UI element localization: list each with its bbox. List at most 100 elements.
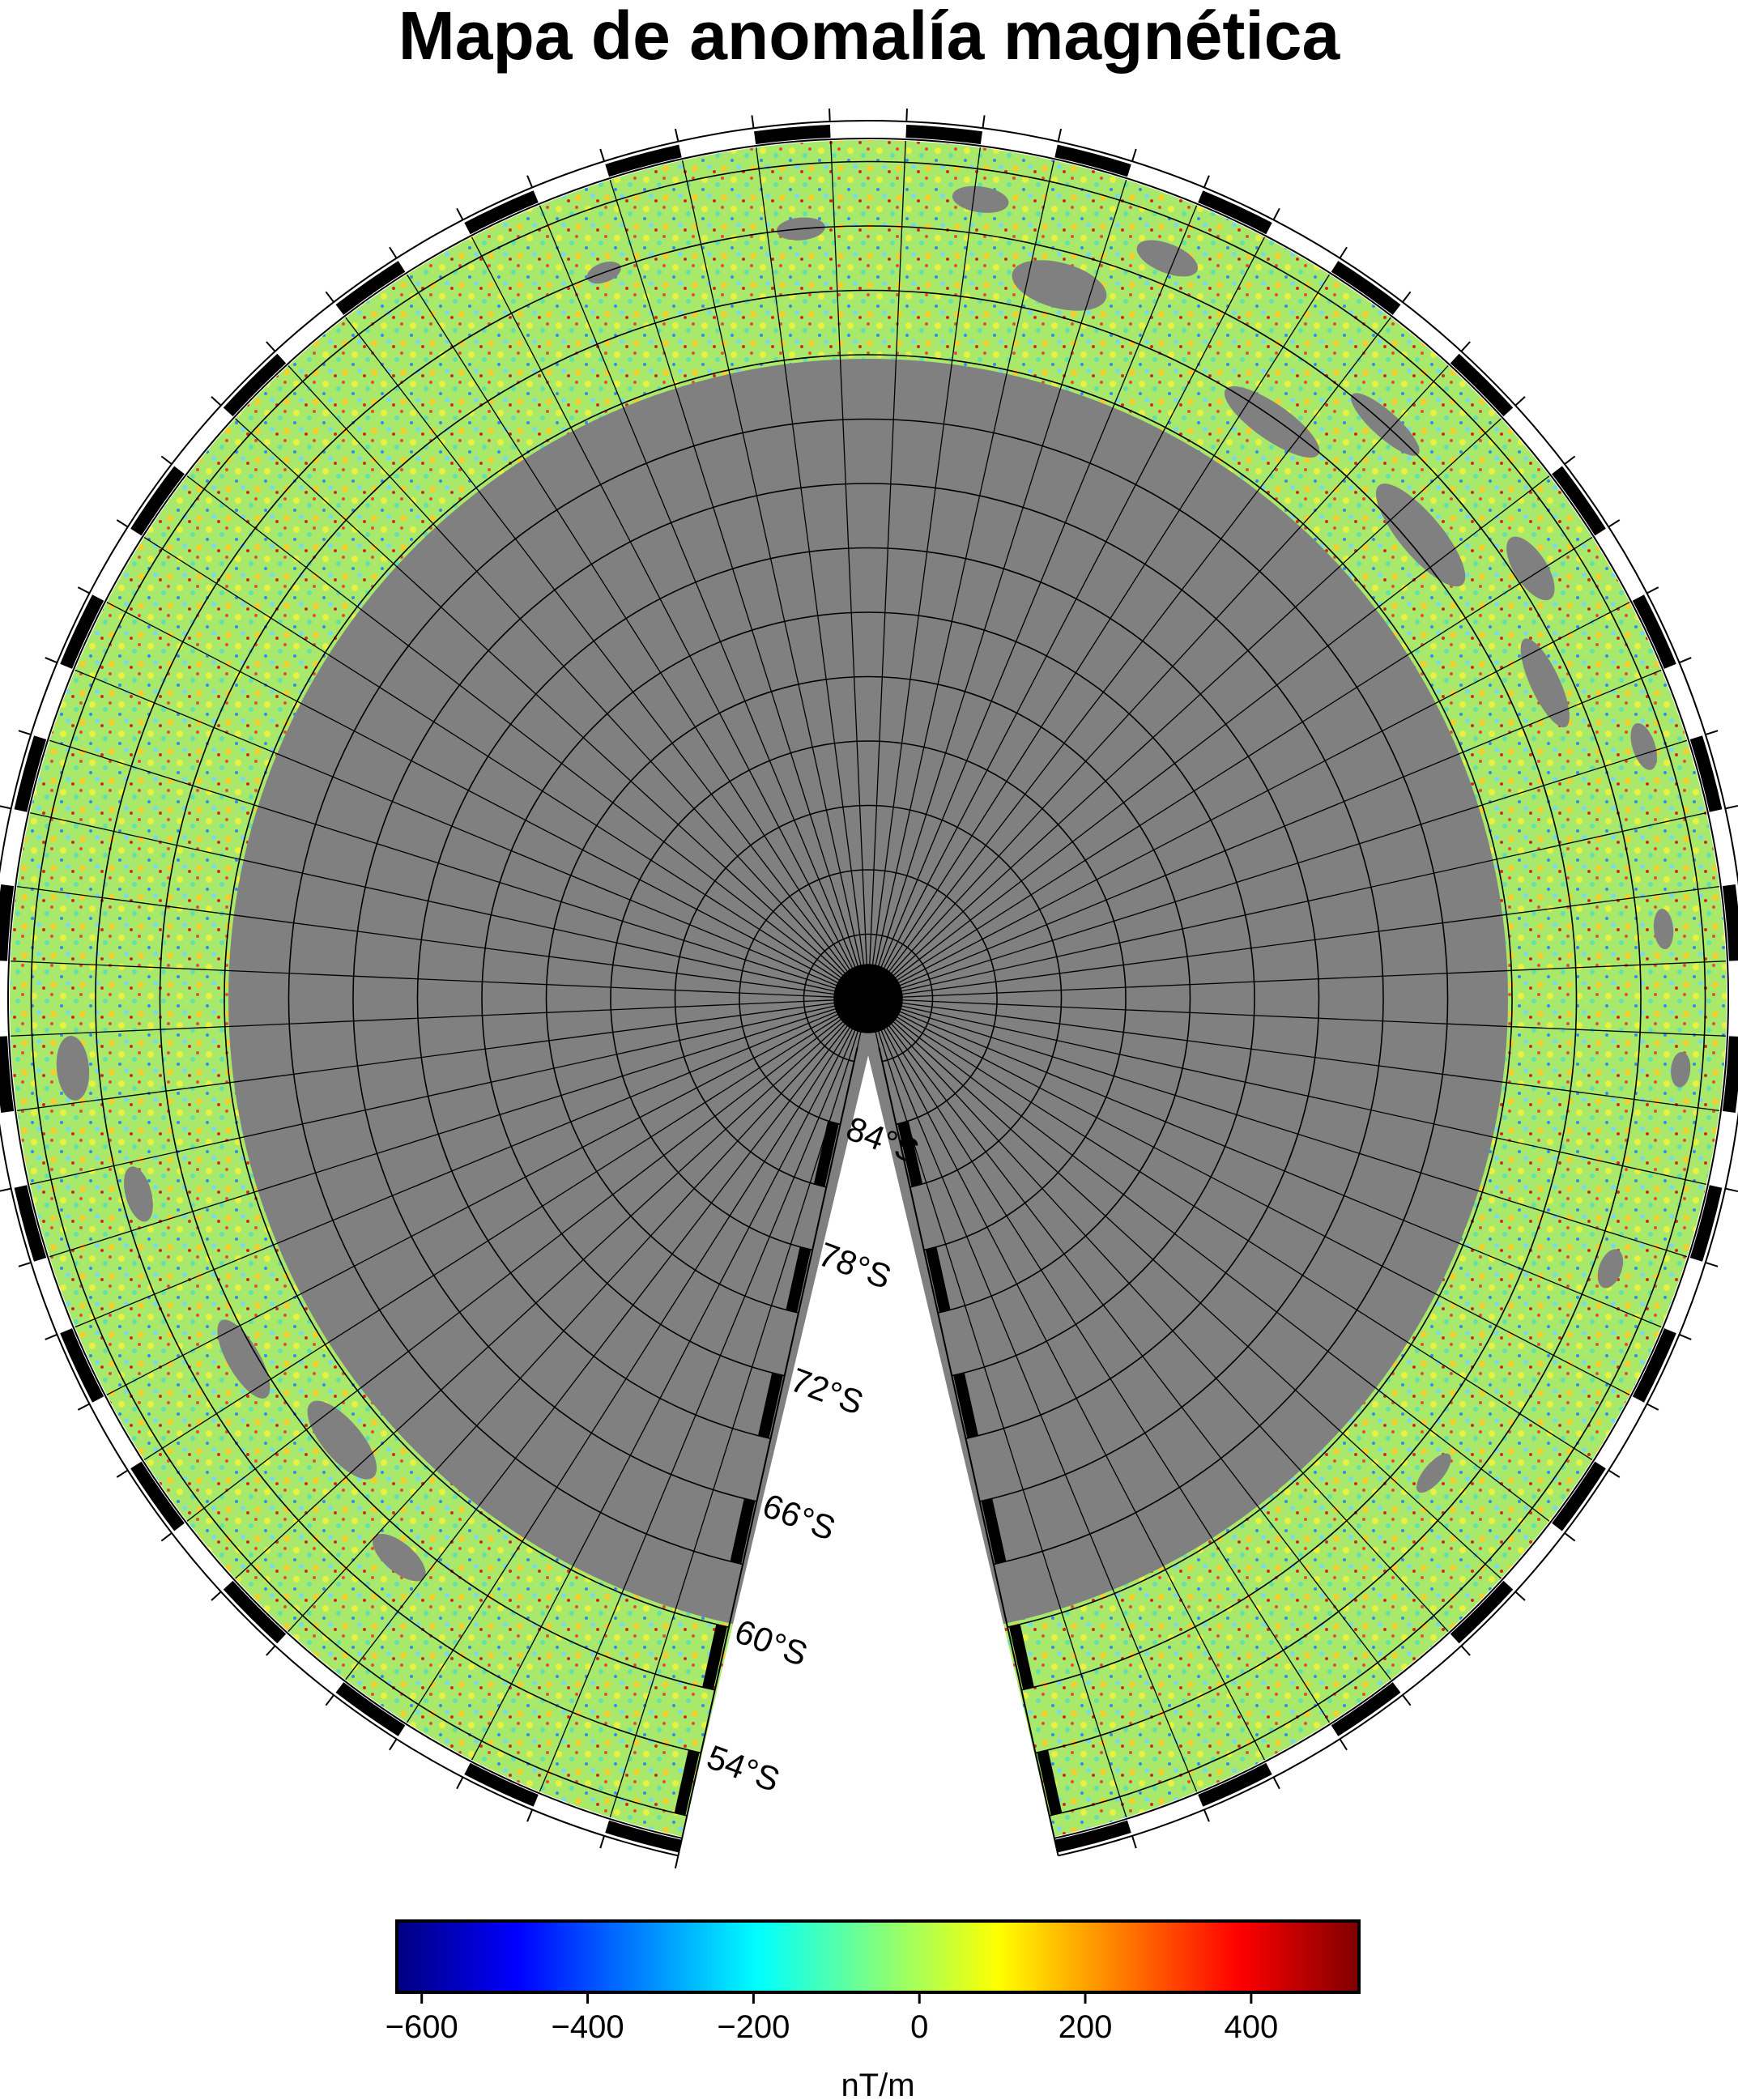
frame-checker — [1632, 594, 1676, 669]
frame-checker — [335, 261, 406, 315]
colorbar-tick-label: 200 — [1059, 2009, 1113, 2045]
frame-tick — [456, 1777, 464, 1790]
frame-checker — [1632, 1328, 1676, 1403]
frame-tick — [0, 1187, 11, 1192]
frame-tick — [1057, 128, 1063, 142]
frame-tick — [325, 291, 334, 303]
meridian-line — [867, 236, 1266, 999]
parallel-line — [674, 804, 1063, 1188]
frame-tick — [1608, 519, 1621, 528]
meridian-line — [867, 998, 1550, 1522]
meridian-line — [75, 998, 869, 1328]
frame-tick — [1203, 175, 1210, 188]
parallel-line — [288, 418, 1449, 1565]
no-data-patch — [1520, 638, 1570, 728]
meridian-line — [867, 739, 1688, 999]
frame-tick — [211, 396, 222, 407]
frame-checker — [0, 884, 15, 961]
no-data-patch — [217, 1319, 270, 1399]
no-data-patch — [1671, 1051, 1691, 1088]
frame-checker — [1722, 1036, 1738, 1113]
colorbar-tick-label: −600 — [386, 2009, 458, 2045]
frame-checker — [464, 190, 539, 235]
colorbar-ticks: −600 −400 −200 0 200 400 — [386, 1992, 1278, 2045]
parallel-line — [352, 483, 1384, 1502]
frame-tick — [45, 657, 58, 664]
frame-tick — [116, 519, 129, 528]
wedge-edge-checker — [953, 1373, 979, 1438]
no-data-patch — [307, 1400, 377, 1480]
wedge-edge-checker — [1037, 1749, 1063, 1816]
frame-checker — [1198, 190, 1272, 235]
parallel-line — [481, 611, 1255, 1377]
meridian-line — [867, 536, 1593, 999]
parallel-line — [30, 160, 1706, 1817]
meridian-line — [106, 601, 869, 999]
frame-tick — [751, 115, 755, 129]
meridian-line — [288, 365, 869, 999]
meridian-line — [867, 998, 1198, 1792]
meridian-line — [235, 998, 869, 1579]
frame-checker — [60, 1328, 104, 1403]
parallel-line — [159, 289, 1578, 1691]
meridian-line — [143, 536, 869, 999]
wedge-edge-checker — [1009, 1624, 1034, 1690]
meridian-line — [755, 147, 869, 999]
meridian-line — [867, 998, 1662, 1328]
frame-checker — [60, 594, 104, 669]
frame-tick — [45, 1333, 58, 1340]
frame-tick — [18, 730, 32, 735]
wedge-edge-checker — [786, 1246, 811, 1313]
latitude-label: 60°S — [730, 1612, 812, 1673]
frame-checker — [754, 125, 831, 145]
meridian-line — [539, 205, 869, 999]
frame-checker — [1331, 1682, 1401, 1736]
meridian-line — [867, 669, 1662, 999]
wedge-edge-checker — [702, 1624, 727, 1690]
frame-checker — [1689, 1185, 1723, 1262]
parallel-line — [95, 225, 1642, 1754]
meridian-line — [867, 274, 1331, 999]
no-data-patch — [1012, 260, 1107, 311]
frame-tick — [1514, 396, 1526, 407]
meridian-line — [49, 739, 869, 999]
frame-tick — [1460, 341, 1471, 352]
frame-checker — [1054, 144, 1131, 177]
frame-checker — [1450, 1580, 1514, 1644]
parallel-line — [803, 933, 934, 1063]
frame-tick — [905, 109, 908, 122]
wedge-edge-checker — [757, 1373, 783, 1438]
wedge-edge-line — [878, 1047, 1059, 1856]
frame-tick — [1402, 291, 1412, 303]
no-data-patch — [952, 185, 1009, 213]
latitude-label: 72°S — [786, 1361, 868, 1422]
wedge-edge-line — [677, 1047, 858, 1856]
frame-tick — [1679, 657, 1692, 664]
wedge-edge-checker — [674, 1749, 700, 1816]
meridian-line — [406, 998, 869, 1723]
frame-tick — [1514, 1591, 1526, 1601]
frame-checker — [0, 1036, 15, 1113]
frame-tick — [1272, 207, 1280, 220]
map-area — [10, 139, 1727, 1837]
frame-tick — [599, 148, 605, 162]
frame-tick — [526, 1809, 534, 1822]
meridian-line — [29, 998, 869, 1186]
meridian-line — [471, 998, 869, 1761]
meridian-line — [867, 998, 1593, 1461]
frame-outer-line — [0, 119, 1738, 1857]
frame-tick — [1131, 1835, 1137, 1849]
colorbar-tick-label: 400 — [1224, 2009, 1278, 2045]
frame-checker — [1198, 1762, 1272, 1807]
frame-tick — [982, 115, 986, 129]
frame-tick — [77, 586, 90, 594]
parallel-line — [610, 740, 1127, 1251]
meridian-line — [867, 998, 1331, 1723]
meridian-line — [867, 601, 1630, 999]
frame-tick — [160, 1532, 173, 1542]
frame-tick — [1131, 148, 1137, 162]
frame-tick — [1646, 586, 1659, 594]
meridian-line — [867, 179, 1127, 999]
no-data-patch — [1416, 1453, 1451, 1493]
